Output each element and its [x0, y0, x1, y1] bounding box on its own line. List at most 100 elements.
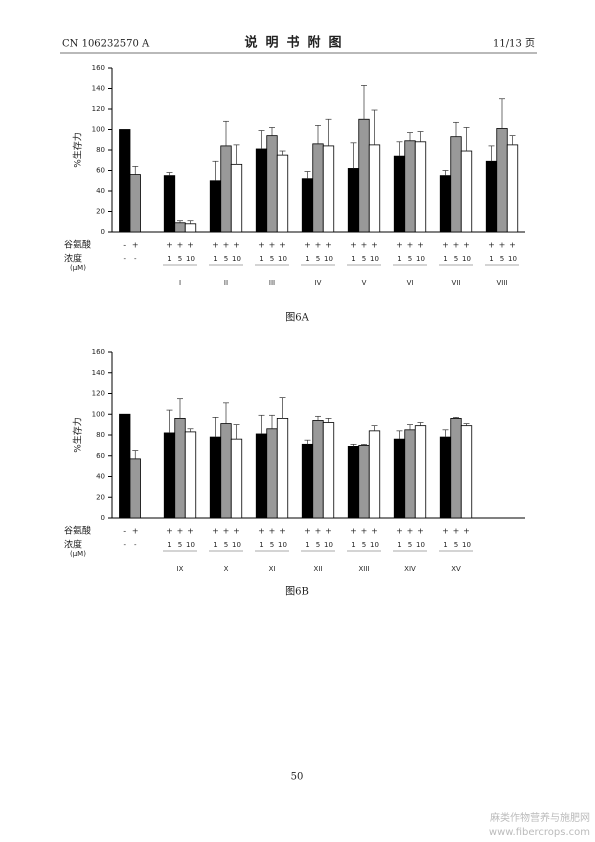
x-tick-label: IX — [177, 565, 184, 573]
page-number: 50 — [291, 772, 304, 783]
x-tick-label: XIII — [359, 565, 370, 573]
glutamate-sign: + — [417, 241, 424, 250]
glutamate-sign: + — [258, 241, 265, 250]
x-tick-label: III — [269, 279, 275, 287]
figure-caption: 图6B — [285, 586, 309, 598]
x-tick-label: XIV — [404, 565, 416, 573]
y-tick-label: 0 — [101, 228, 105, 236]
bar — [163, 432, 176, 519]
concentration-label: 10 — [416, 541, 425, 549]
bar — [358, 118, 370, 233]
concentration-label: 1 — [351, 541, 355, 549]
x-tick-label: V — [362, 279, 367, 287]
y-tick-label: 0 — [101, 514, 105, 522]
glutamate-sign: + — [315, 241, 322, 250]
glutamate-sign: + — [463, 527, 470, 536]
bar — [209, 436, 222, 519]
bar — [312, 420, 324, 519]
glutamate-sign: - — [123, 241, 126, 250]
x-tick-label: XI — [269, 565, 276, 573]
bar — [119, 129, 131, 233]
concentration-label: - — [134, 255, 137, 263]
bar — [358, 444, 370, 519]
glutamate-sign: + — [177, 527, 184, 536]
concentration-label: 10 — [462, 541, 471, 549]
bar — [184, 223, 197, 233]
glutamate-sign: + — [325, 241, 332, 250]
concentration-label: 1 — [213, 255, 217, 263]
glutamate-sign: + — [463, 241, 470, 250]
watermark: www.fibercrops.com — [489, 827, 590, 838]
concentration-label: 1 — [397, 541, 401, 549]
concentration-label: - — [123, 255, 126, 263]
row-label: (μM) — [70, 264, 86, 272]
x-tick-label: VI — [407, 279, 414, 287]
bar — [450, 136, 462, 233]
x-tick-label: X — [224, 565, 229, 573]
bar — [414, 425, 427, 519]
bar — [312, 143, 324, 233]
concentration-label: 1 — [397, 255, 401, 263]
bar — [230, 163, 243, 233]
glutamate-sign: + — [417, 527, 424, 536]
glutamate-sign: + — [453, 241, 460, 250]
y-tick-label: 100 — [92, 126, 105, 134]
concentration-label: 5 — [408, 255, 412, 263]
glutamate-sign: + — [177, 241, 184, 250]
bar — [174, 222, 186, 233]
bar — [393, 155, 406, 233]
bar — [506, 144, 519, 233]
bar — [450, 417, 462, 519]
glutamate-sign: + — [233, 527, 240, 536]
glutamate-sign: + — [304, 527, 311, 536]
row-label: 浓度 — [64, 539, 82, 551]
bar — [255, 148, 268, 233]
bar — [266, 135, 278, 233]
bar — [439, 175, 452, 233]
concentration-label: 10 — [370, 541, 379, 549]
bar — [347, 446, 360, 519]
bar — [174, 417, 186, 519]
bar — [347, 168, 360, 233]
glutamate-sign: + — [187, 527, 194, 536]
y-tick-label: 120 — [92, 105, 105, 113]
bar — [393, 438, 406, 519]
glutamate-sign: + — [350, 527, 357, 536]
glutamate-sign: + — [396, 241, 403, 250]
glutamate-sign: + — [132, 527, 139, 536]
concentration-label: 5 — [316, 541, 320, 549]
header-title: 说明书附图 — [244, 35, 349, 51]
row-label: 谷氨酸 — [64, 525, 91, 537]
concentration-label: - — [134, 541, 137, 549]
glutamate-sign: + — [488, 241, 495, 250]
bar — [460, 150, 473, 233]
x-tick-label: IV — [315, 279, 322, 287]
glutamate-sign: + — [453, 527, 460, 536]
y-tick-label: 140 — [92, 369, 105, 377]
bar — [301, 443, 314, 519]
bar — [322, 422, 335, 519]
glutamate-sign: + — [350, 241, 357, 250]
bar — [230, 438, 243, 519]
bar — [163, 175, 176, 233]
bar — [414, 141, 427, 233]
y-tick-label: 60 — [96, 452, 105, 460]
y-tick-label: 160 — [92, 348, 105, 356]
concentration-label: 5 — [270, 541, 274, 549]
bar — [220, 145, 232, 233]
glutamate-sign: + — [304, 241, 311, 250]
glutamate-sign: + — [187, 241, 194, 250]
concentration-label: 10 — [370, 255, 379, 263]
concentration-label: 1 — [351, 255, 355, 263]
x-tick-label: I — [179, 279, 181, 287]
bar — [129, 458, 141, 519]
glutamate-sign: + — [407, 241, 414, 250]
y-tick-label: 80 — [96, 146, 105, 154]
concentration-label: 10 — [324, 541, 333, 549]
concentration-label: 1 — [259, 255, 263, 263]
glutamate-sign: + — [258, 527, 265, 536]
concentration-label: 10 — [186, 541, 195, 549]
glutamate-sign: + — [166, 241, 173, 250]
glutamate-sign: + — [407, 527, 414, 536]
glutamate-sign: + — [223, 527, 230, 536]
